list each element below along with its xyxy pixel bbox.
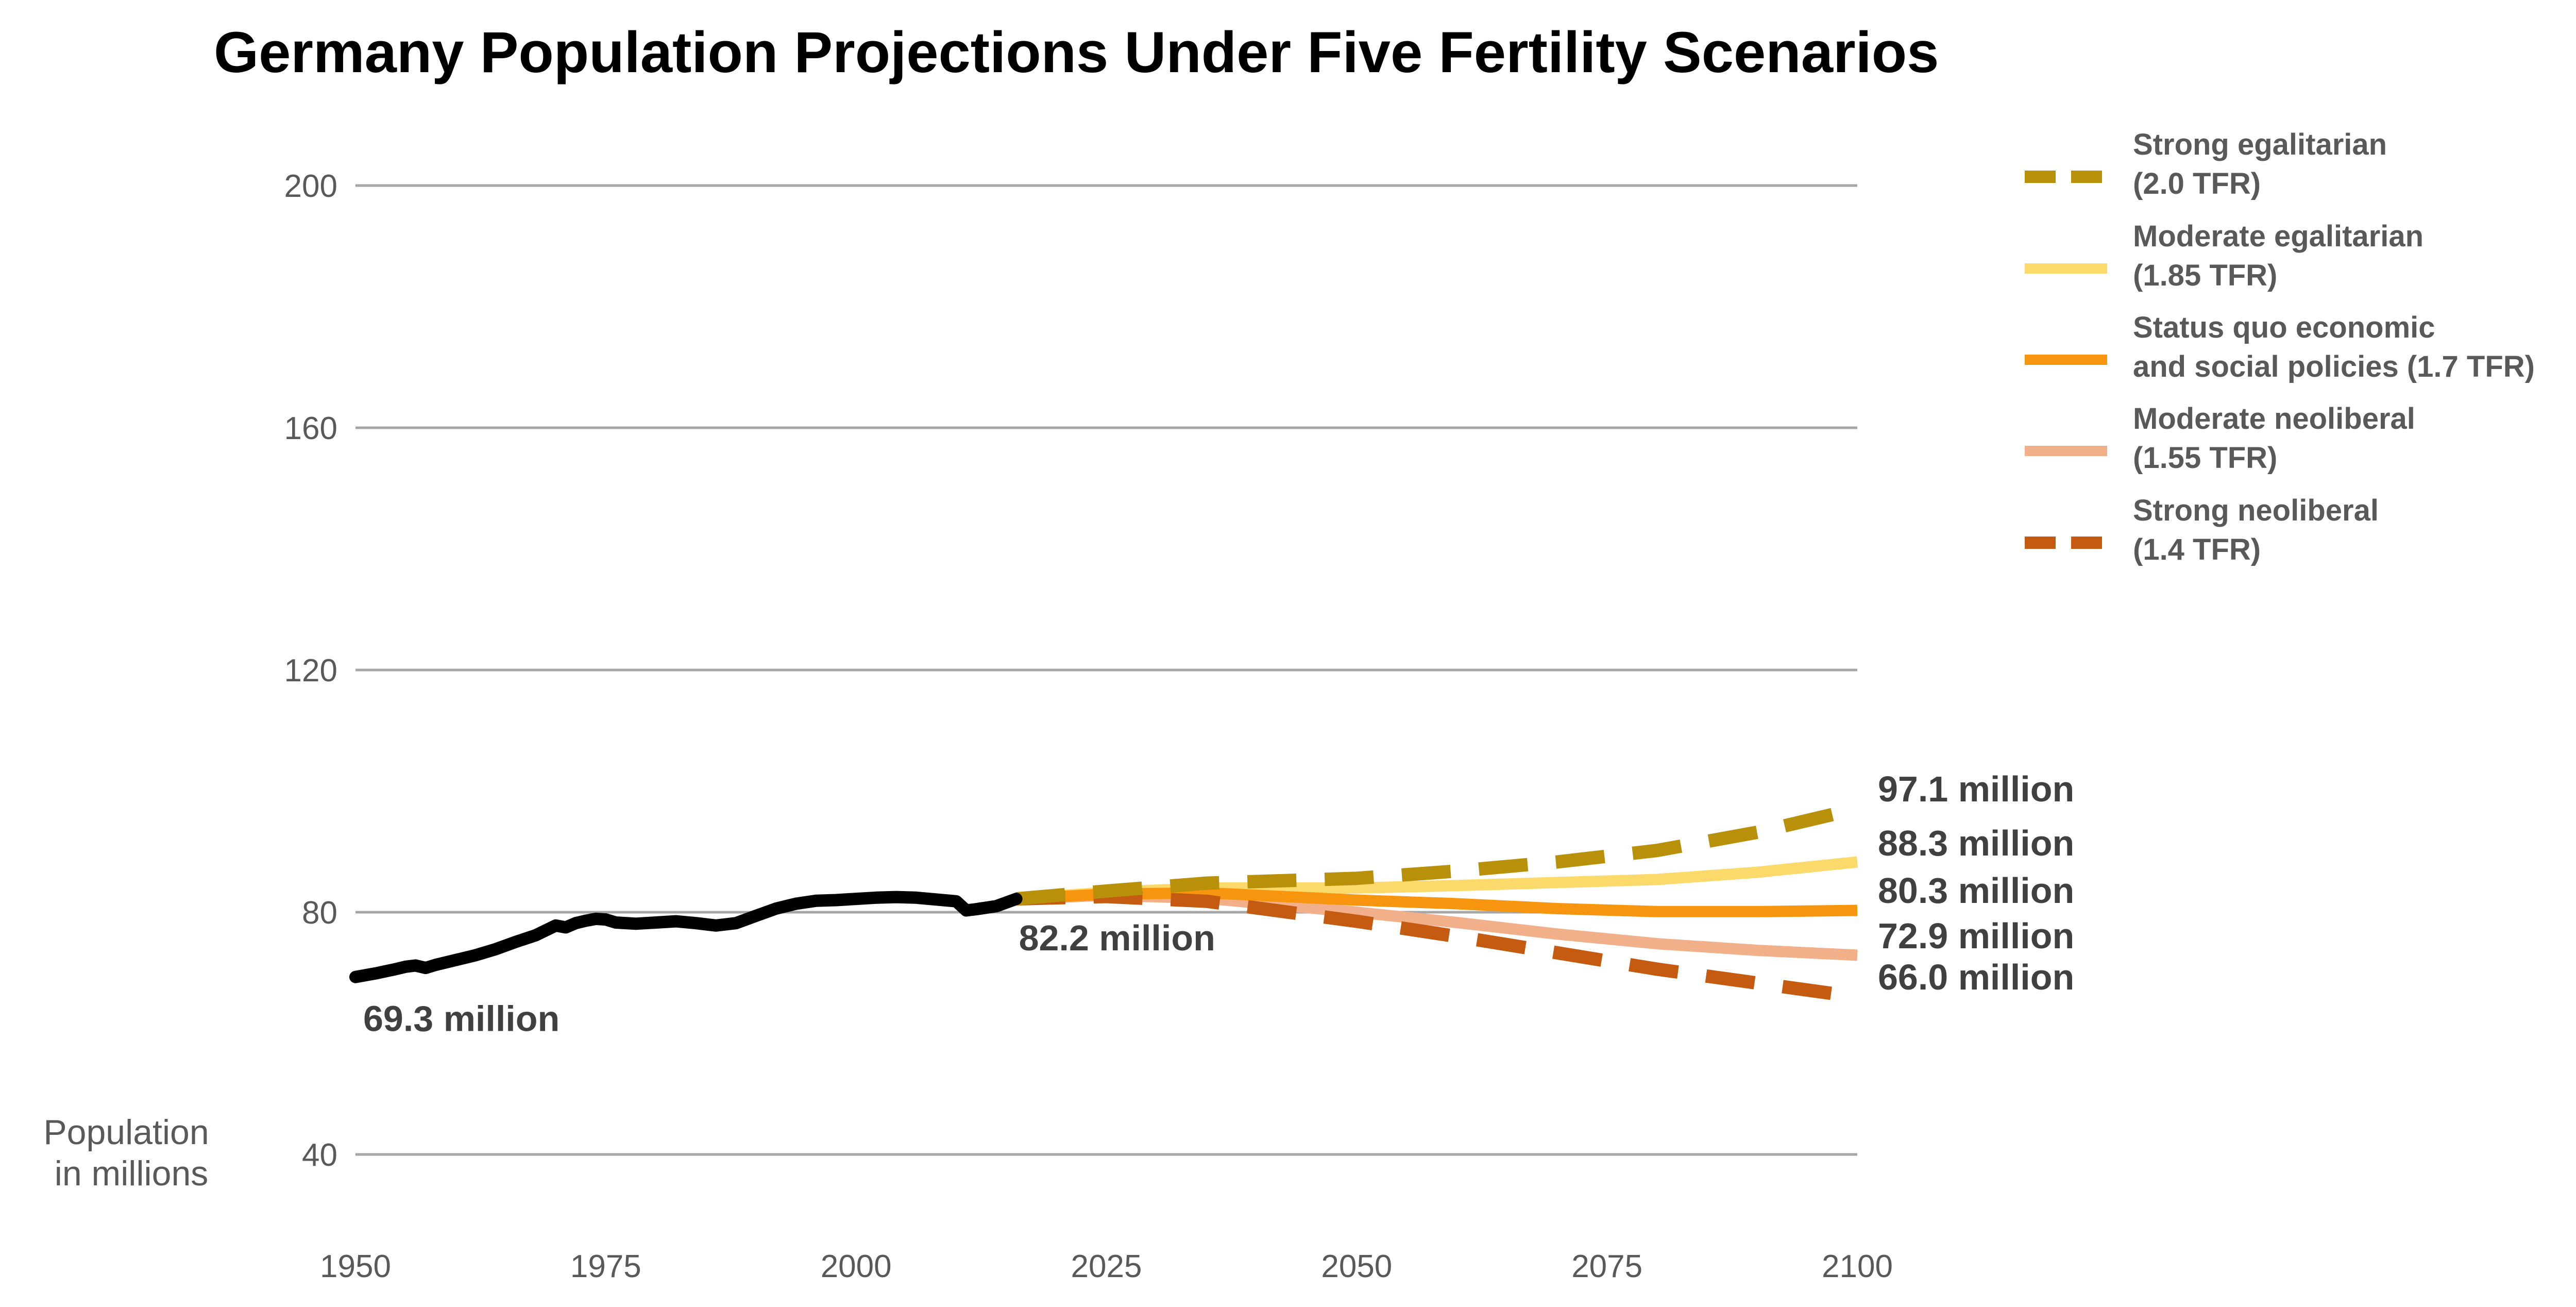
x-tick-label: 2050: [1321, 1249, 1392, 1284]
legend-item-4: Strong neoliberal (1.4 TFR): [2025, 494, 2379, 566]
legend-label-2-0: Status quo economic: [2133, 311, 2435, 344]
y-axis-label: Population in millions: [43, 1113, 209, 1193]
x-tick-label: 2025: [1071, 1249, 1142, 1284]
y-tick-label: 120: [284, 653, 337, 689]
historical-line: [349, 891, 1023, 983]
x-axis-ticks: 1950 1975 2000 2025 2050 2075 2100: [320, 1249, 1893, 1284]
annotations: 69.3 million 82.2 million: [363, 918, 1215, 1039]
legend-label-0-0: Strong egalitarian: [2133, 128, 2387, 161]
legend-item-3: Moderate neoliberal (1.55 TFR): [2025, 402, 2415, 475]
legend-label-2-1: and social policies (1.7 TFR): [2133, 350, 2535, 383]
series-lines: [349, 802, 1859, 1004]
annotation-current-value: 82.2 million: [1019, 918, 1215, 958]
legend-item-1: Moderate egalitarian (1.85 TFR): [2025, 220, 2424, 292]
legend-label-3-0: Moderate neoliberal: [2133, 402, 2415, 435]
y-axis-ticks: 40 80 120 160 200: [284, 169, 337, 1173]
legend-item-0: Strong egalitarian (2.0 TFR): [2025, 128, 2387, 200]
y-tick-label: 200: [284, 169, 337, 204]
legend-label-4-1: (1.4 TFR): [2133, 533, 2261, 566]
x-tick-label: 2075: [1571, 1249, 1642, 1284]
end-label-1: 88.3 million: [1878, 823, 2074, 863]
x-tick-label: 1975: [570, 1249, 641, 1284]
chart-title: Germany Population Projections Under Fiv…: [214, 20, 1939, 85]
gridlines: [355, 184, 1857, 1156]
legend-item-2: Status quo economic and social policies (…: [2025, 311, 2535, 383]
y-tick-label: 160: [284, 411, 337, 446]
x-tick-label: 1950: [320, 1249, 391, 1284]
legend-label-1-0: Moderate egalitarian: [2133, 220, 2424, 253]
y-axis-label-line-2: in millions: [55, 1154, 209, 1193]
legend-label-4-0: Strong neoliberal: [2133, 494, 2379, 527]
legend: Strong egalitarian (2.0 TFR) Moderate egal…: [2025, 128, 2535, 566]
y-tick-label: 80: [302, 895, 337, 931]
x-tick-label: 2100: [1822, 1249, 1893, 1284]
series-line-0: [1015, 802, 1859, 906]
legend-label-0-1: (2.0 TFR): [2133, 167, 2261, 200]
y-axis-label-line-1: Population: [43, 1113, 209, 1152]
end-label-0: 97.1 million: [1878, 769, 2074, 809]
x-tick-label: 2000: [821, 1249, 892, 1284]
annotation-start-value: 69.3 million: [363, 999, 560, 1039]
y-tick-label: 40: [302, 1137, 337, 1173]
end-label-2: 80.3 million: [1878, 870, 2074, 911]
end-label-4: 66.0 million: [1878, 957, 2074, 997]
end-labels: 97.1 million 88.3 million 80.3 million 72.9…: [1878, 769, 2074, 997]
legend-label-3-1: (1.55 TFR): [2133, 441, 2277, 475]
series-line-4: [1016, 890, 1858, 1004]
end-label-3: 72.9 million: [1878, 916, 2074, 956]
legend-label-1-1: (1.85 TFR): [2133, 259, 2277, 292]
